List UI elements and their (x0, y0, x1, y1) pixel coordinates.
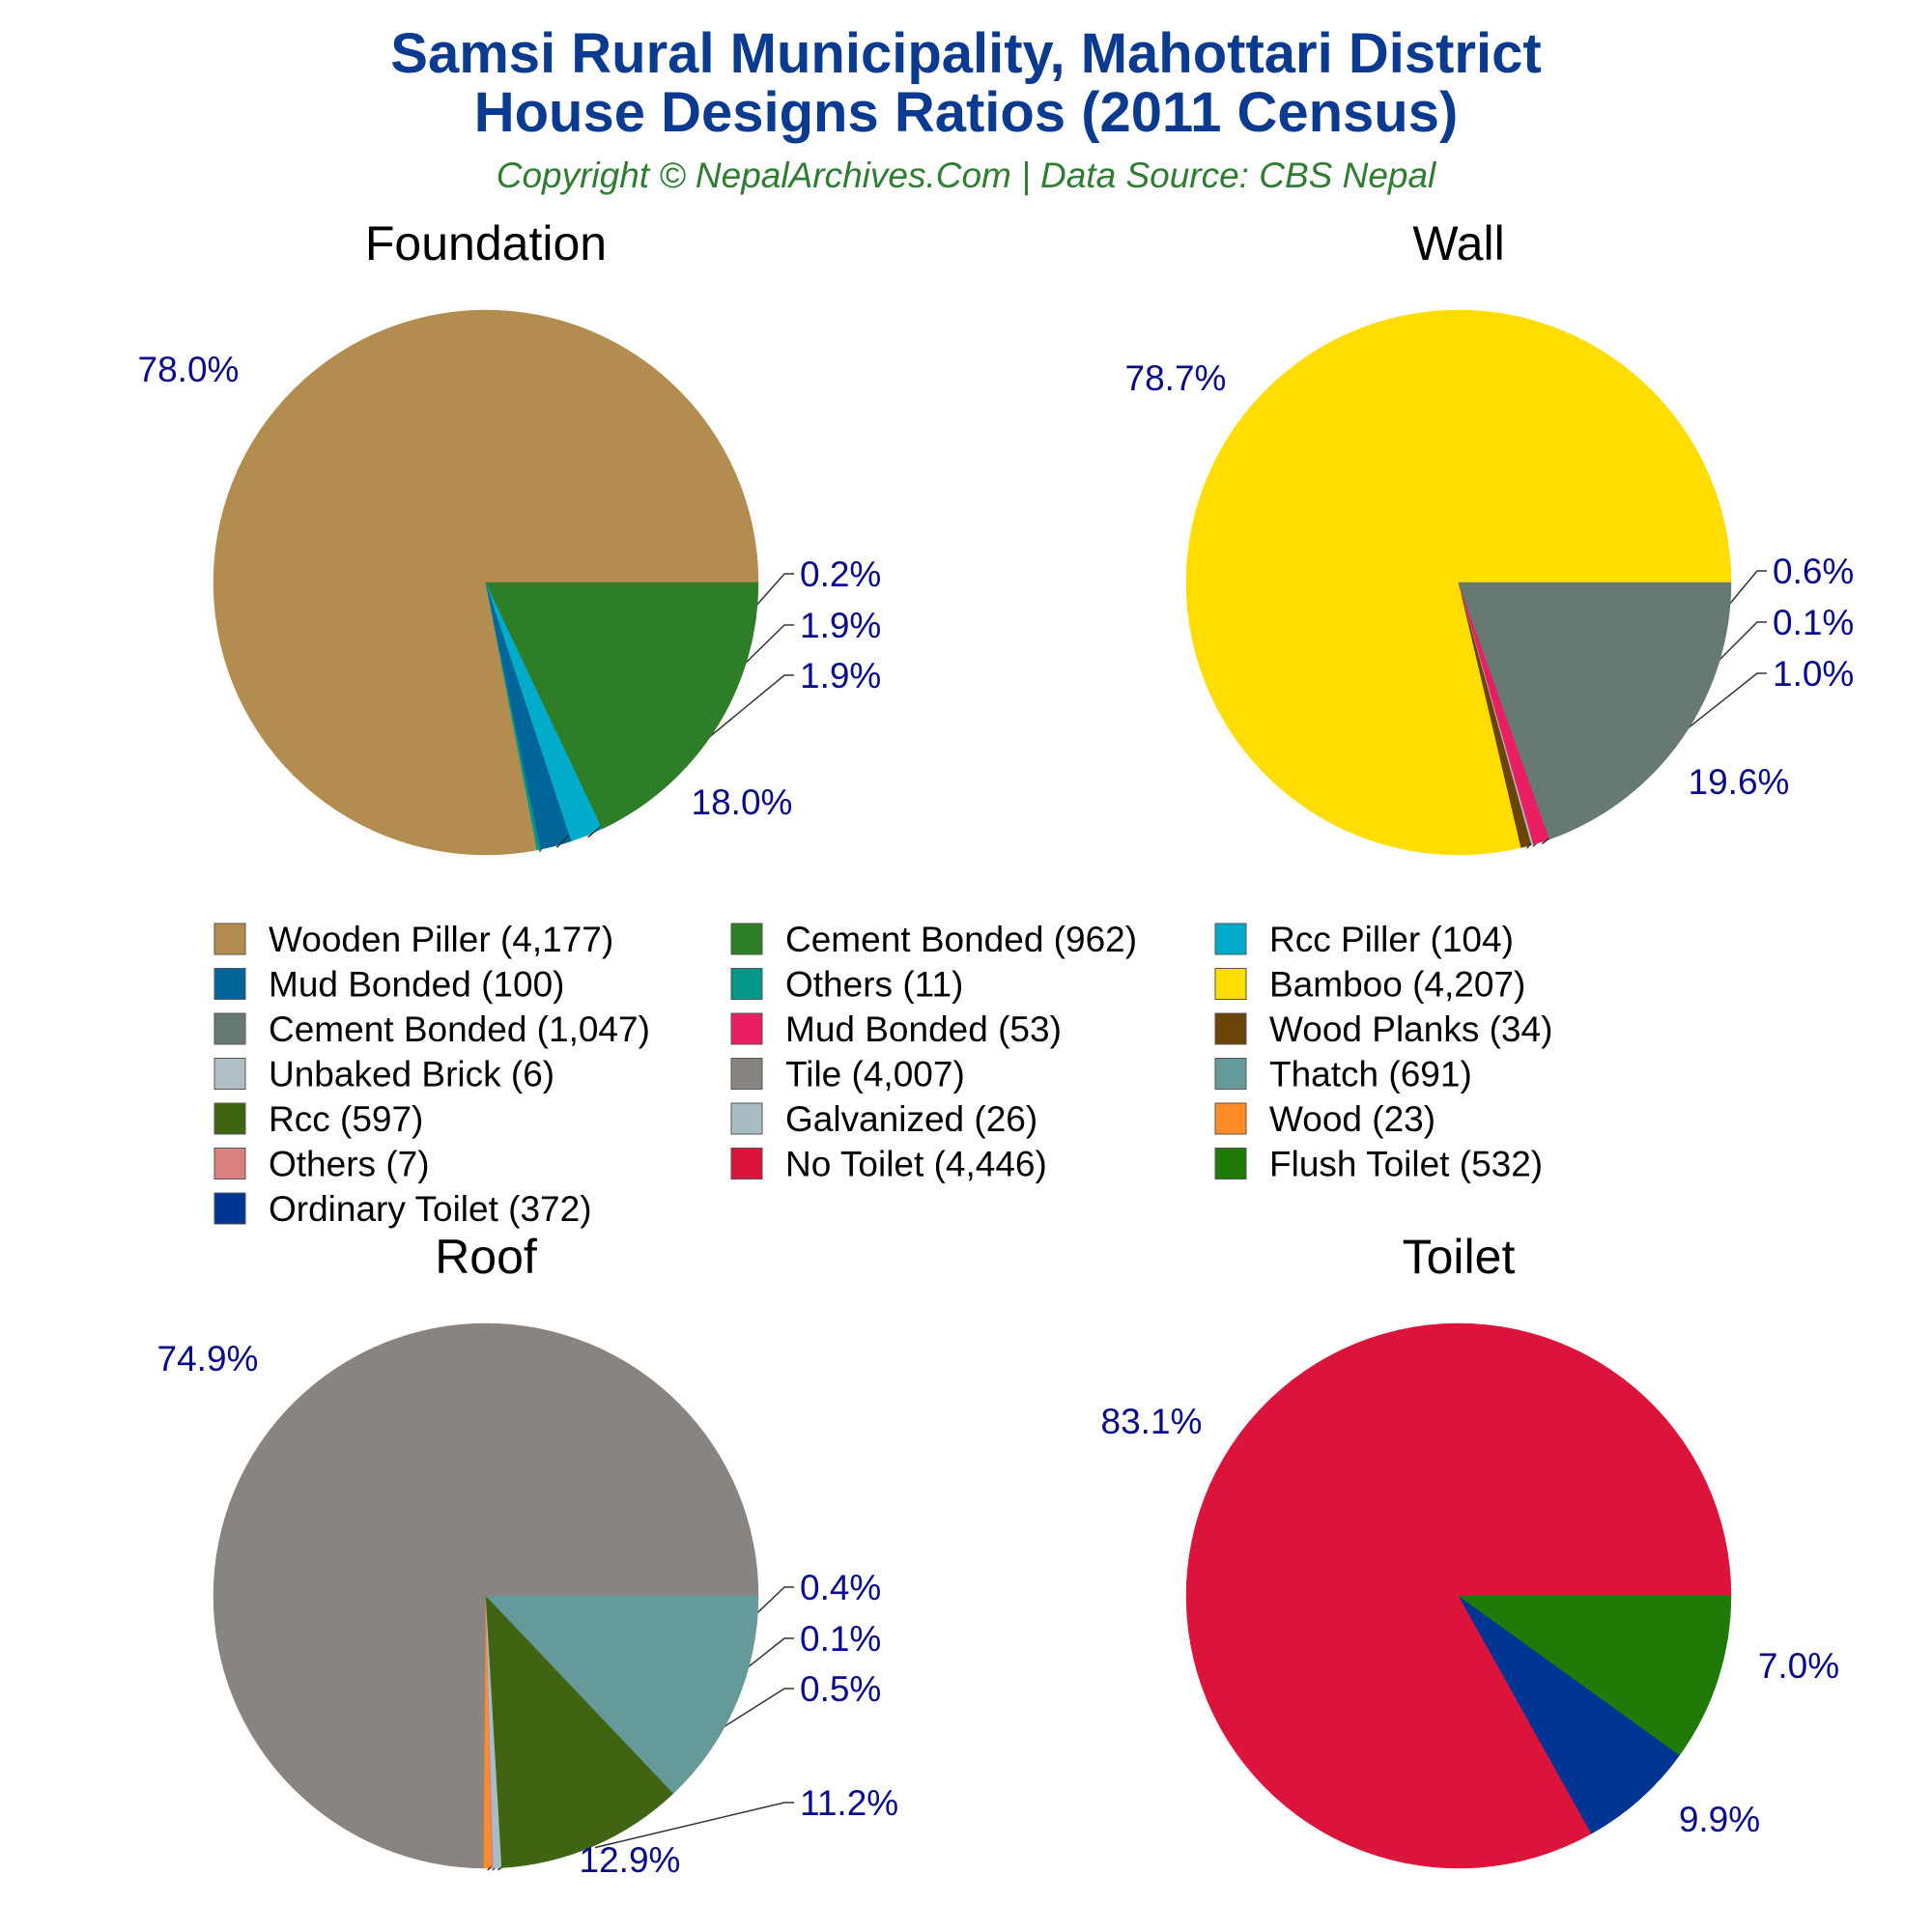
legend-label: Ordinary Toilet (372) (269, 1189, 592, 1229)
roof-pct-label: 0.4% (800, 1568, 881, 1607)
legend-item: Wood Planks (34) (1214, 1009, 1552, 1049)
legend-label: Mud Bonded (100) (269, 965, 564, 1005)
legend-label: Rcc Piller (104) (1269, 920, 1514, 959)
roof-slice-thatch (485, 1595, 759, 1794)
legend-swatch (730, 923, 763, 955)
toilet-slice-flush-toilet (1458, 1595, 1732, 1756)
chart-subtitle: Copyright © NepalArchives.Com | Data Sou… (497, 156, 1437, 195)
legend-item: Rcc (597) (213, 1099, 423, 1139)
legend-item: Thatch (691) (1214, 1055, 1472, 1094)
legend-swatch (1214, 1148, 1247, 1179)
roof-slice-rcc (485, 1595, 674, 1868)
legend-item: Unbaked Brick (6) (213, 1055, 554, 1094)
legend-swatch (213, 1012, 246, 1045)
foundation-slice-wooden-piller (213, 309, 759, 856)
roof-slice-tile (213, 1322, 759, 1869)
wall-pct-label: 19.6% (1689, 762, 1790, 802)
legend-item: Mud Bonded (100) (213, 965, 564, 1005)
legend-item: Cement Bonded (1,047) (213, 1009, 650, 1049)
wall-pie: Wall 78.7% 0.6% 0.1% 1.0% 19.6% (1125, 216, 1854, 856)
legend-label: Unbaked Brick (6) (269, 1055, 554, 1094)
legend-swatch (730, 1058, 763, 1090)
legend-label: Wooden Piller (4,177) (269, 920, 613, 959)
legend-label: Wood (23) (1269, 1099, 1435, 1139)
legend-item: Wooden Piller (4,177) (213, 920, 613, 959)
legend-label: No Toilet (4,446) (785, 1145, 1047, 1184)
legend-label: Others (11) (785, 965, 963, 1005)
legend-label: Tile (4,007) (785, 1055, 965, 1094)
wall-pct-label: 0.6% (1773, 552, 1854, 591)
pies-group: Foundation 78.0% 0.2% 1.9% 1.9% 18.0% Wall 78.7… (138, 216, 1855, 1880)
wall-pct-label: 0.1% (1773, 603, 1854, 642)
legend-swatch (213, 923, 246, 955)
roof-pct-label: 11.2% (800, 1783, 898, 1823)
toilet-pie: Toilet 83.1% 7.0% 9.9% (1101, 1230, 1839, 1869)
legend-label: Mud Bonded (53) (785, 1009, 1062, 1049)
foundation-pie: Foundation 78.0% 0.2% 1.9% 1.9% 18.0% (138, 216, 881, 856)
legend-item: Galvanized (26) (730, 1099, 1037, 1139)
legend-swatch (213, 1102, 246, 1135)
legend-label: Thatch (691) (1269, 1055, 1472, 1094)
toilet-pct-label: 9.9% (1679, 1800, 1760, 1839)
legend-label: Rcc (597) (269, 1099, 423, 1139)
chart-title-line1: Samsi Rural Municipality, Mahottari Dist… (390, 22, 1541, 85)
legend-swatch (730, 1148, 763, 1179)
toilet-pct-label: 83.1% (1101, 1402, 1203, 1441)
legend-swatch (1214, 1102, 1247, 1135)
legend-swatch (1214, 1058, 1247, 1090)
legend-item: Mud Bonded (53) (730, 1009, 1062, 1049)
legend-item: Wood (23) (1214, 1099, 1435, 1139)
legend-label: Bamboo (4,207) (1269, 965, 1525, 1005)
foundation-pct-label: 1.9% (800, 656, 881, 696)
legend-swatch (1214, 923, 1247, 955)
roof-pct-label: 74.9% (157, 1339, 259, 1378)
legend-swatch (213, 1058, 246, 1090)
legend-label: Flush Toilet (532) (1269, 1145, 1543, 1184)
foundation-slice-cement-bonded (485, 582, 759, 830)
roof-pie: Roof 74.9% 0.4% 0.1% 0.5% 11.2% 12.9% (157, 1230, 899, 1880)
foundation-pct-label: 18.0% (692, 782, 793, 822)
legend-swatch (730, 968, 763, 1000)
legend-swatch (213, 1192, 246, 1225)
toilet-pie-title: Toilet (1403, 1230, 1516, 1284)
wall-pie-title: Wall (1412, 216, 1504, 270)
legend-label: Wood Planks (34) (1269, 1009, 1552, 1049)
legend-swatch (213, 1148, 246, 1179)
roof-pct-label: 0.1% (800, 1619, 881, 1659)
legend-swatch (1214, 1012, 1247, 1045)
foundation-pct-label: 1.9% (800, 606, 881, 645)
legend-swatch (1214, 968, 1247, 1000)
legend-swatch (730, 1012, 763, 1045)
legend-item: Flush Toilet (532) (1214, 1145, 1543, 1184)
legend-item: Bamboo (4,207) (1214, 965, 1525, 1005)
legend-item: Tile (4,007) (730, 1055, 965, 1094)
foundation-pie-title: Foundation (365, 216, 607, 270)
legend-label: Cement Bonded (1,047) (269, 1009, 650, 1049)
foundation-pct-label: 0.2% (800, 554, 881, 594)
roof-leader-line (594, 1802, 794, 1849)
legend-swatch (730, 1102, 763, 1135)
legend-item: Cement Bonded (962) (730, 920, 1137, 959)
legend-item: Others (11) (730, 965, 963, 1005)
legend-item: Rcc Piller (104) (1214, 920, 1514, 959)
chart-title-line2: House Designs Ratios (2011 Census) (474, 81, 1459, 144)
foundation-pct-label: 78.0% (138, 350, 240, 389)
wall-slice-cement-bonded (1458, 582, 1732, 840)
roof-pct-label: 12.9% (580, 1840, 681, 1880)
wall-pct-label: 1.0% (1773, 654, 1854, 694)
legend-swatch (213, 968, 246, 1000)
roof-pct-label: 0.5% (800, 1669, 881, 1709)
wall-pct-label: 78.7% (1125, 358, 1227, 398)
legend-label: Cement Bonded (962) (785, 920, 1137, 959)
toilet-slice-ordinary-toilet (1458, 1595, 1681, 1834)
legend-item: Others (7) (213, 1145, 430, 1184)
legend: Wooden Piller (4,177) Cement Bonded (962)… (213, 920, 1552, 1229)
roof-pie-title: Roof (435, 1230, 537, 1284)
legend-item: No Toilet (4,446) (730, 1145, 1047, 1184)
legend-label: Galvanized (26) (785, 1099, 1037, 1139)
legend-item: Ordinary Toilet (372) (213, 1189, 592, 1229)
legend-label: Others (7) (269, 1145, 430, 1184)
toilet-pct-label: 7.0% (1758, 1646, 1839, 1686)
